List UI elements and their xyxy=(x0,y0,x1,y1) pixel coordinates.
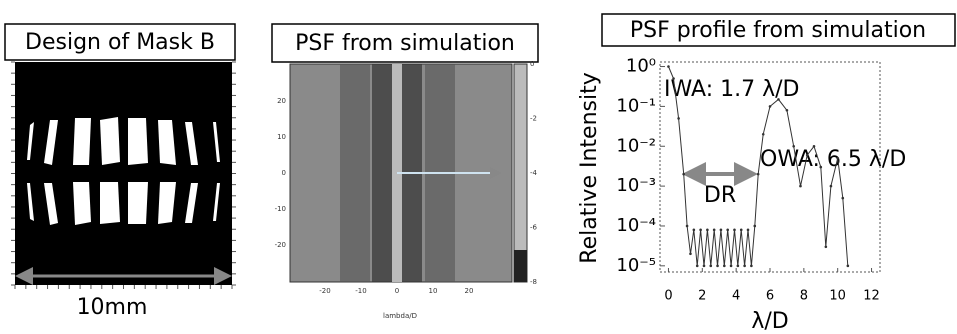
profile-point xyxy=(726,229,729,232)
profile-point xyxy=(786,109,789,112)
profile-point xyxy=(720,229,723,232)
profile-point xyxy=(677,117,680,120)
profile-point xyxy=(693,229,696,232)
profile-point xyxy=(737,265,740,268)
x-tick-label: -20 xyxy=(319,287,330,295)
profile-point xyxy=(703,265,706,268)
panel-title: Design of Mask B xyxy=(25,30,215,55)
x-tick-label: 8 xyxy=(800,289,808,304)
profile-point xyxy=(841,197,844,200)
profile-point xyxy=(825,246,828,249)
x-tick-label: 2 xyxy=(698,289,706,304)
profile-point xyxy=(769,105,772,108)
mask-image xyxy=(15,62,232,285)
profile-point xyxy=(706,229,709,232)
x-tick-label: 10 xyxy=(429,287,438,295)
colorbar-tick-label: 0 xyxy=(530,60,534,68)
x-tick-label: 4 xyxy=(732,289,740,304)
profile-point xyxy=(709,265,712,268)
profile-point xyxy=(777,98,780,101)
y-axis-label: Relative Intensity xyxy=(577,72,602,263)
y-tick-label: 10⁻² xyxy=(616,135,656,156)
annotation: IWA: 1.7 λ/D xyxy=(664,77,799,102)
x-tick-label: -10 xyxy=(355,287,366,295)
y-tick-label: 10⁻⁵ xyxy=(616,255,656,276)
colorbar-tick-label: -8 xyxy=(530,278,537,286)
profile-point xyxy=(830,185,833,188)
profile-point xyxy=(686,225,689,228)
colorbar-segment xyxy=(514,250,527,282)
profile-point xyxy=(730,265,733,268)
page: Design of Mask B 10mm PSF from simulatio… xyxy=(0,0,957,334)
profile-point xyxy=(792,145,795,148)
y-tick-label: 0 xyxy=(282,169,286,177)
annotation: DR xyxy=(704,183,736,208)
profile-point xyxy=(723,265,726,268)
colorbar-tick-label: -2 xyxy=(530,115,537,123)
scale-label: 10mm xyxy=(77,295,148,320)
colorbar-tick-label: -6 xyxy=(530,224,538,232)
profile-point xyxy=(667,65,670,68)
profile-point xyxy=(713,229,716,232)
profile-point xyxy=(836,157,839,160)
y-tick-label: 10 xyxy=(277,133,286,141)
x-tick-label: 0 xyxy=(664,289,672,304)
colorbar xyxy=(514,64,527,282)
x-tick-label: 10 xyxy=(829,289,846,304)
figure: Design of Mask B 10mm PSF from simulatio… xyxy=(0,0,957,334)
annotation: OWA: 6.5 λ/D xyxy=(760,147,906,172)
profile-point xyxy=(747,229,750,232)
profile-point xyxy=(757,173,760,176)
y-tick-label: 20 xyxy=(277,97,286,105)
profile-point xyxy=(740,229,743,232)
profile-point xyxy=(813,145,816,148)
profile-point xyxy=(762,133,765,136)
chart-title: PSF profile from simulation xyxy=(630,18,926,43)
x-tick-label: 12 xyxy=(863,289,880,304)
colorbar-tick-label: -4 xyxy=(530,169,538,177)
y-tick-label: 10⁻¹ xyxy=(616,95,656,116)
profile-point xyxy=(672,77,675,80)
x-tick-label: 20 xyxy=(465,287,474,295)
profile-point xyxy=(750,265,753,268)
profile-point xyxy=(696,265,699,268)
y-tick-label: -10 xyxy=(275,205,286,213)
x-tick-label: 0 xyxy=(395,287,399,295)
profile-point xyxy=(799,185,802,188)
x-axis-label: λ/D xyxy=(751,309,788,334)
profile-point xyxy=(753,225,756,228)
y-tick-label: -20 xyxy=(275,241,286,249)
y-tick-label: 10⁻⁴ xyxy=(616,215,656,236)
panel-title: PSF from simulation xyxy=(295,31,515,56)
profile-point xyxy=(689,253,692,256)
profile-point xyxy=(743,265,746,268)
profile-point xyxy=(699,229,702,232)
profile-point xyxy=(847,265,850,268)
profile-point xyxy=(819,166,822,169)
profile-point xyxy=(733,229,736,232)
y-tick-label: 10⁰ xyxy=(626,56,656,77)
x-axis-label: lambda/D xyxy=(383,312,417,320)
profile-point xyxy=(806,154,809,157)
profile-point xyxy=(682,173,685,176)
y-tick-label: 10⁻³ xyxy=(616,175,656,196)
x-tick-label: 6 xyxy=(766,289,774,304)
profile-point xyxy=(716,265,719,268)
